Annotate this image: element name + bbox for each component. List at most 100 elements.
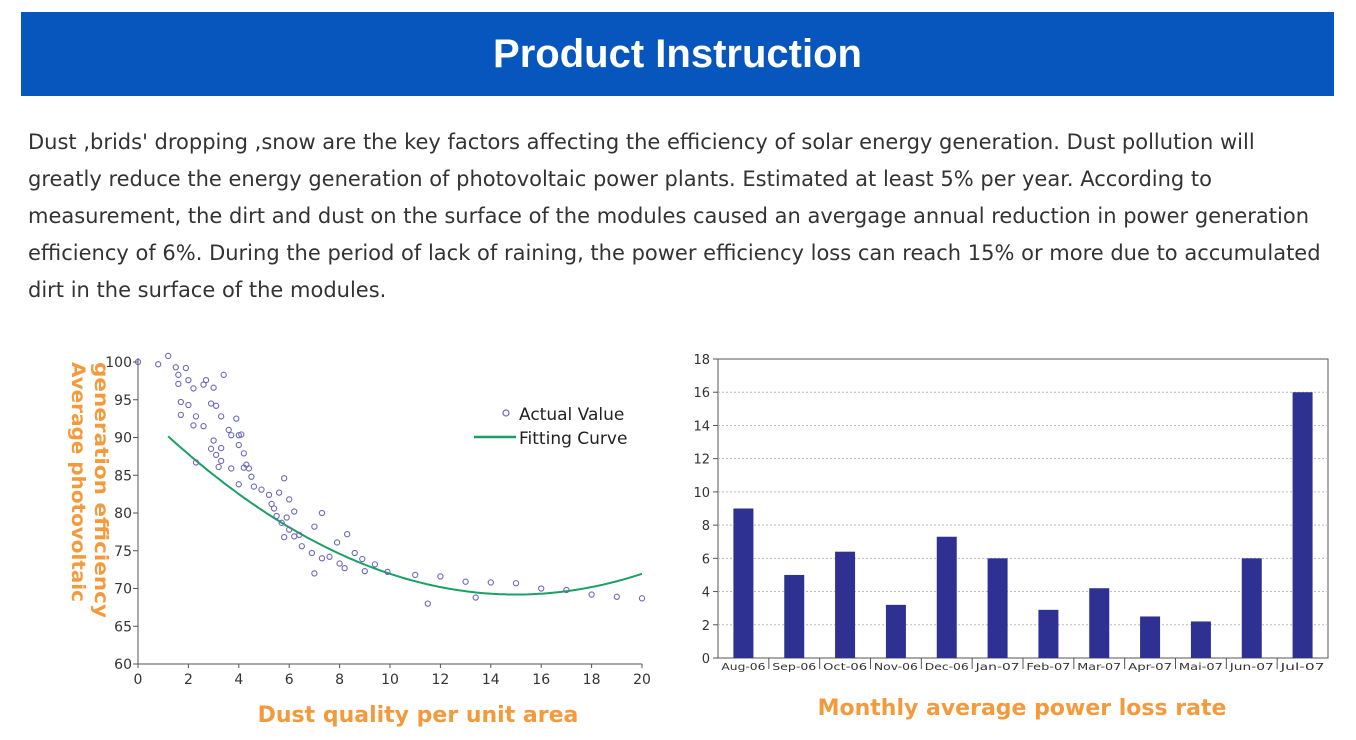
actual-value-point	[326, 553, 333, 560]
fitting-curve	[167, 435, 643, 596]
actual-value-point	[212, 451, 220, 459]
bar-feb-07	[1038, 609, 1059, 658]
actual-value-point	[286, 496, 293, 503]
actual-value-point	[298, 543, 305, 550]
actual-value-point	[155, 361, 162, 368]
legend-marker-actual	[502, 409, 510, 417]
y-tick-label: 80	[114, 506, 132, 522]
actual-value-point	[177, 398, 184, 406]
y-tick-label: 12	[693, 453, 710, 468]
actual-value-point	[265, 491, 273, 499]
y-tick-label: 6	[702, 552, 710, 567]
legend-label-actual: Actual Value	[519, 405, 624, 425]
x-tick-label: 2	[184, 672, 193, 688]
actual-value-point	[225, 426, 232, 434]
actual-value-point	[341, 564, 348, 572]
actual-value-point	[192, 413, 200, 420]
y-tick-label: 2	[702, 619, 710, 634]
x-tick-label: 4	[234, 672, 243, 688]
actual-value-point	[218, 413, 225, 420]
bar-jun-07	[1241, 558, 1262, 658]
description-paragraph: Dust ,brids' dropping ,snow are the key …	[28, 130, 1321, 302]
actual-value-point	[336, 560, 343, 567]
actual-value-point	[175, 380, 182, 388]
actual-value-point	[240, 450, 247, 457]
x-tick-label: 6	[285, 672, 294, 688]
bar-mai-07	[1190, 621, 1211, 658]
actual-value-point	[311, 523, 318, 530]
y-tick-label: 18	[693, 353, 710, 368]
x-tick-label: 10	[381, 672, 399, 688]
x-tick-label: Jun-07	[1228, 662, 1273, 673]
actual-value-point	[175, 371, 182, 378]
actual-value-point	[200, 381, 207, 388]
x-tick-label: Dec-06	[925, 662, 969, 673]
bar-jan-07	[987, 558, 1008, 658]
actual-value-point	[437, 573, 444, 580]
bar-sep-06	[784, 574, 805, 658]
actual-value-point	[351, 549, 358, 557]
x-tick-label: Mar-07	[1077, 662, 1121, 673]
actual-value-point	[200, 423, 207, 430]
actual-value-point	[248, 473, 255, 480]
actual-value-point	[202, 376, 210, 384]
y-tick-label: 100	[105, 355, 132, 371]
actual-value-point	[333, 539, 341, 546]
actual-value-point	[344, 530, 351, 538]
actual-value-point	[283, 514, 290, 521]
actual-value-point	[238, 431, 245, 438]
y-tick-label: 14	[693, 419, 710, 434]
actual-value-point	[538, 585, 545, 592]
actual-value-point	[210, 437, 217, 444]
scatter-y-axis-title-line1: Average photovoltaic	[67, 362, 89, 602]
actual-value-point	[220, 371, 227, 378]
actual-value-point	[291, 533, 298, 540]
x-tick-label: 12	[431, 672, 449, 688]
x-tick-label: Aug-06	[721, 662, 765, 673]
actual-value-point	[588, 591, 595, 598]
bar-aug-06	[733, 508, 754, 658]
y-tick-label: 90	[114, 431, 132, 447]
actual-value-point	[233, 415, 240, 422]
x-tick-label: Feb-07	[1026, 662, 1070, 673]
y-tick-label: 10	[693, 486, 710, 501]
bar-jul-07	[1292, 392, 1313, 658]
actual-value-point	[638, 595, 646, 602]
actual-value-point	[361, 567, 368, 575]
actual-value-point	[192, 459, 200, 466]
y-tick-label: 65	[114, 619, 132, 635]
x-tick-label: 8	[335, 672, 344, 688]
plot-frame	[717, 358, 1329, 659]
bar-oct-06	[835, 551, 856, 658]
actual-value-point	[207, 400, 215, 407]
x-tick-label: 20	[633, 672, 651, 688]
y-tick-label: 95	[114, 393, 132, 409]
actual-value-point	[412, 571, 419, 579]
legend-label-curve: Fitting Curve	[519, 429, 627, 449]
y-tick-label: 16	[693, 386, 710, 401]
actual-value-point	[384, 568, 391, 576]
bar-apr-07	[1140, 616, 1161, 658]
actual-value-point	[512, 580, 520, 587]
page-title: Product Instruction	[493, 31, 862, 76]
actual-value-point	[190, 385, 197, 392]
actual-value-point	[371, 561, 379, 568]
actual-value-point	[273, 512, 280, 520]
actual-value-point	[228, 432, 235, 439]
actual-value-point	[296, 531, 303, 539]
actual-value-point	[207, 445, 215, 452]
x-tick-label: Oct-06	[823, 662, 867, 673]
header-banner: Product Instruction	[21, 12, 1334, 96]
actual-value-point	[212, 402, 220, 409]
x-tick-label: 18	[583, 672, 601, 688]
y-tick-label: 4	[702, 586, 710, 601]
actual-value-point	[462, 578, 469, 585]
actual-value-point	[182, 364, 190, 372]
actual-value-point	[291, 508, 298, 515]
actual-value-point	[278, 519, 285, 526]
actual-value-point	[318, 509, 326, 517]
actual-value-point	[134, 358, 142, 366]
actual-value-point	[228, 465, 235, 472]
bar-x-axis-title: Monthly average power loss rate	[818, 696, 1227, 721]
y-tick-label: 70	[114, 582, 132, 598]
